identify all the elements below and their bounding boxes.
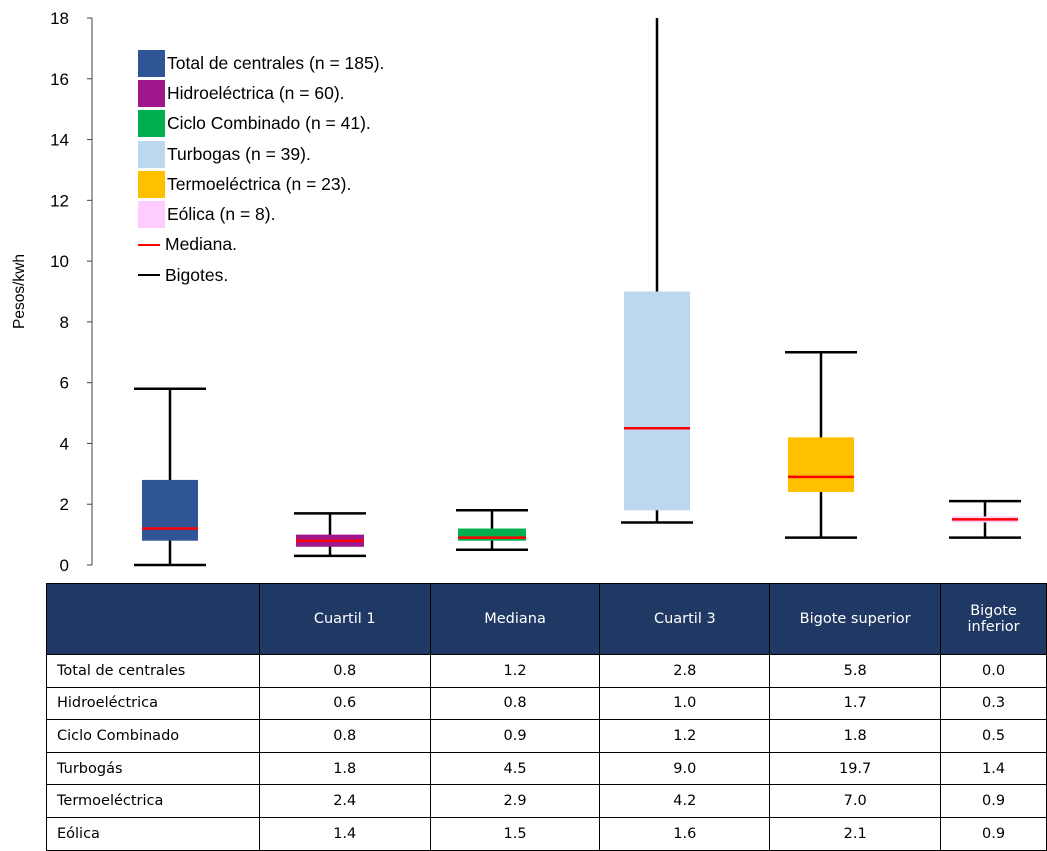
table-row: Hidroeléctrica 0.6 0.8 1.0 1.7 0.3	[46, 686, 1047, 721]
table-cell: 19.7	[769, 751, 942, 786]
table-cell: 7.0	[769, 784, 942, 818]
legend-line-median	[138, 243, 160, 246]
table-cell: 9.0	[599, 751, 771, 786]
table-row: Ciclo Combinado 0.8 0.9 1.2 1.8 0.5	[46, 719, 1047, 753]
legend-item-termo: Termoeléctrica (n = 23).	[138, 169, 384, 199]
table-row: Turbogás 1.8 4.5 9.0 19.7 1.4	[46, 751, 1047, 786]
table-cell: 2.4	[258, 784, 431, 818]
legend-swatch-ciclo	[138, 110, 165, 138]
table-cell: 0.0	[940, 654, 1047, 688]
box-rect	[788, 437, 854, 493]
y-tick-label: 18	[50, 9, 69, 28]
legend-item-eolica: Eólica (n = 8).	[138, 199, 384, 229]
legend-item-total: Total de centrales (n = 185).	[138, 48, 384, 78]
table-header-mediana: Mediana	[429, 583, 601, 655]
table-row: Eólica 1.4 1.5 1.6 2.1 0.9	[46, 816, 1047, 851]
y-tick-label: 4	[60, 434, 69, 453]
table-cell: 0.9	[940, 816, 1047, 851]
box-rect	[142, 479, 198, 541]
table-cell: 0.9	[940, 784, 1047, 818]
data-table-wrapper: Cuartil 1 Mediana Cuartil 3 Bigote super…	[46, 583, 1047, 851]
table-cell: 1.4	[940, 751, 1047, 786]
data-table: Cuartil 1 Mediana Cuartil 3 Bigote super…	[46, 583, 1047, 851]
table-cell: Total de centrales	[46, 654, 260, 688]
y-tick-label: 16	[50, 70, 69, 89]
y-tick-label: 8	[60, 313, 69, 332]
legend-label-bigotes: Bigotes.	[165, 264, 229, 285]
table-cell: 1.7	[769, 686, 942, 721]
legend-label-hidro: Hidroeléctrica (n = 60).	[167, 82, 345, 103]
legend-label-mediana: Mediana.	[165, 234, 237, 255]
table-cell: 0.6	[258, 686, 431, 721]
table-cell: 1.2	[429, 654, 601, 688]
table-cell: 1.2	[599, 719, 771, 753]
legend-swatch-eolica	[138, 201, 165, 229]
legend-item-mediana: Mediana.	[138, 230, 384, 260]
box-rect	[624, 291, 690, 511]
table-cell: 0.3	[940, 686, 1047, 721]
legend-item-ciclo: Ciclo Combinado (n = 41).	[138, 109, 384, 139]
y-axis-label: Pesos/kwh	[11, 254, 28, 329]
legend-label-ciclo: Ciclo Combinado (n = 41).	[167, 113, 371, 134]
legend-swatch-termo	[138, 170, 165, 198]
table-header-bigote-inferior: Bigote inferior	[940, 583, 1047, 655]
y-tick-label: 10	[50, 252, 69, 271]
table-cell: 0.8	[429, 686, 601, 721]
y-tick-label: 6	[60, 374, 69, 393]
table-header-cuartil3: Cuartil 3	[599, 583, 771, 655]
legend-label-eolica: Eólica (n = 8).	[167, 204, 276, 225]
legend-swatch-hidro	[138, 79, 165, 107]
table-row: Total de centrales 0.8 1.2 2.8 5.8 0.0	[46, 654, 1047, 688]
legend-line-whisker	[138, 274, 160, 277]
legend-item-bigotes: Bigotes.	[138, 260, 384, 290]
y-tick-label: 14	[50, 131, 69, 150]
table-cell: 0.8	[258, 654, 431, 688]
legend-item-turbo: Turbogas (n = 39).	[138, 139, 384, 169]
table-header-row: Cuartil 1 Mediana Cuartil 3 Bigote super…	[46, 583, 1047, 655]
table-header-corner	[46, 583, 260, 655]
table-cell: Turbogás	[46, 751, 260, 786]
table-header-bigote-superior: Bigote superior	[769, 583, 942, 655]
legend-label-total: Total de centrales (n = 185).	[167, 52, 385, 73]
table-cell: 2.9	[429, 784, 601, 818]
table-cell: 1.5	[429, 816, 601, 851]
y-tick-label: 2	[60, 495, 69, 514]
table-cell: Eólica	[46, 816, 260, 851]
table-cell: Ciclo Combinado	[46, 719, 260, 753]
table-cell: 4.5	[429, 751, 601, 786]
table-cell: 4.2	[599, 784, 771, 818]
y-tick-label: 12	[50, 191, 69, 210]
table-row: Termoeléctrica 2.4 2.9 4.2 7.0 0.9	[46, 784, 1047, 818]
table-cell: 0.8	[258, 719, 431, 753]
boxplot-chart: 0 2 4 6 8 10 12 14 16 18 Pesos/kwh	[11, 9, 1021, 575]
table-cell: 1.8	[769, 719, 942, 753]
legend-label-termo: Termoeléctrica (n = 23).	[167, 173, 352, 194]
chart-legend: Total de centrales (n = 185). Hidroeléct…	[138, 48, 384, 290]
table-header-cuartil1: Cuartil 1	[258, 583, 431, 655]
table-cell: 2.1	[769, 816, 942, 851]
y-tick-label: 0	[60, 556, 69, 575]
table-cell: 1.4	[258, 816, 431, 851]
table-cell: 0.5	[940, 719, 1047, 753]
legend-item-hidro: Hidroeléctrica (n = 60).	[138, 78, 384, 108]
table-cell: 5.8	[769, 654, 942, 688]
legend-swatch-turbo	[138, 140, 165, 168]
table-cell: 0.9	[429, 719, 601, 753]
legend-swatch-total	[138, 49, 165, 77]
table-cell: 1.6	[599, 816, 771, 851]
table-cell: 1.8	[258, 751, 431, 786]
table-cell: 1.0	[599, 686, 771, 721]
table-cell: Hidroeléctrica	[46, 686, 260, 721]
table-cell: Termoeléctrica	[46, 784, 260, 818]
legend-label-turbo: Turbogas (n = 39).	[167, 143, 311, 164]
table-cell: 2.8	[599, 654, 771, 688]
